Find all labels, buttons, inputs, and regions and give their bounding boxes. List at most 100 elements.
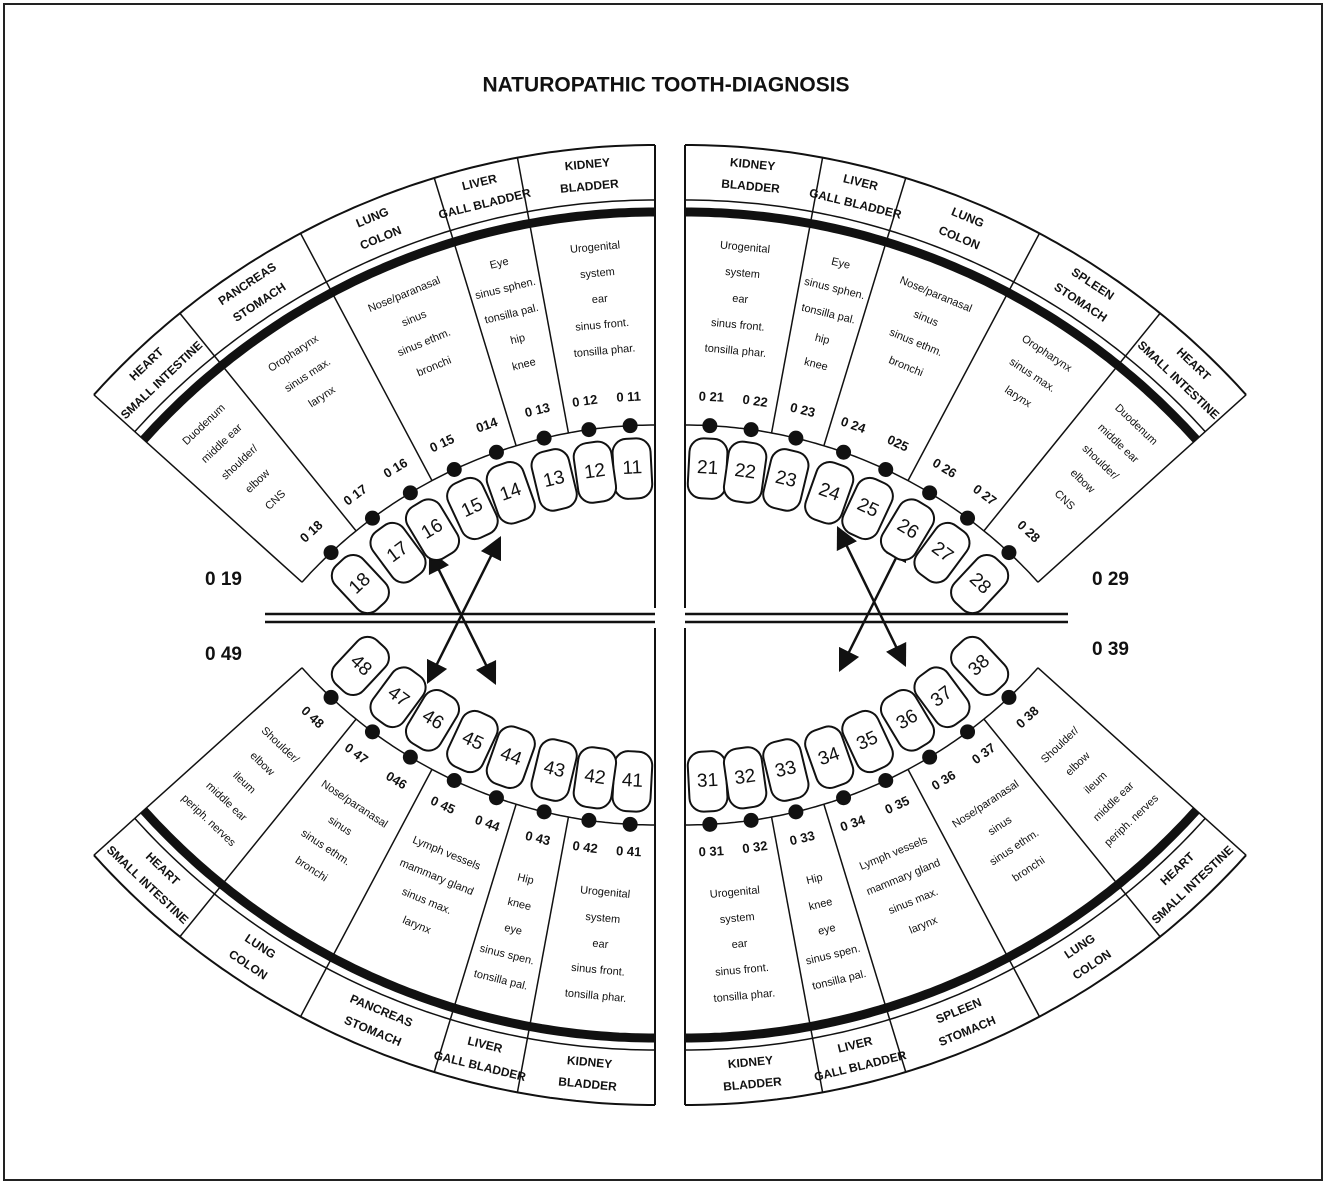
- point-label: 0 41: [616, 843, 642, 859]
- organ-label: LIVER: [842, 171, 880, 193]
- indication: ileum: [230, 770, 257, 797]
- point-dot: [403, 485, 418, 500]
- point-dot: [788, 804, 803, 819]
- indication: eye: [503, 922, 523, 938]
- tooth-number: 12: [583, 460, 607, 484]
- point-dot: [365, 724, 380, 739]
- point-dot: [447, 462, 462, 477]
- tooth-number: 31: [696, 770, 718, 792]
- indication: Urogenital: [709, 884, 760, 901]
- organ-label: LIVER: [461, 171, 499, 193]
- indication: sinus: [912, 308, 941, 329]
- indication: Nose/paranasal: [366, 274, 442, 315]
- indication: sinus spen.: [478, 943, 535, 968]
- organ-label: LIVER: [466, 1034, 504, 1056]
- sector-line: [1038, 668, 1246, 855]
- end-point: 0 49: [205, 644, 242, 665]
- organ-label: LUNG: [949, 204, 986, 230]
- organ-label: KIDNEY: [566, 1053, 612, 1071]
- indication: tonsilla phar.: [713, 987, 776, 1005]
- indication: elbow: [247, 750, 276, 779]
- point-label: 0 26: [930, 455, 959, 481]
- point-dot: [365, 511, 380, 526]
- indication: eye: [817, 922, 837, 938]
- sector-line: [94, 668, 302, 855]
- organ-label: GALL BLADDER: [432, 1048, 527, 1084]
- indication: ear: [732, 293, 749, 306]
- indication: Eye: [489, 256, 510, 272]
- point-label: 046: [383, 768, 409, 792]
- point-dot: [447, 773, 462, 788]
- indication: larynx: [401, 914, 433, 937]
- indication: larynx: [1002, 384, 1034, 410]
- indication: CNS: [263, 488, 288, 513]
- indication: sinus max.: [400, 886, 453, 917]
- point-label: 0 13: [523, 400, 551, 420]
- indication: sinus: [400, 308, 429, 329]
- organ-label: KIDNEY: [727, 1053, 773, 1071]
- point-dot: [324, 690, 339, 705]
- point-label: 0 21: [698, 388, 724, 404]
- indication: Hip: [516, 871, 535, 887]
- indication: sinus spen.: [805, 943, 862, 968]
- indication: Urogenital: [580, 884, 631, 901]
- tooth-number: 22: [733, 460, 757, 484]
- point-dot: [1001, 545, 1016, 560]
- tooth-number: 42: [583, 765, 607, 789]
- point-dot: [537, 431, 552, 446]
- point-label: 0 34: [838, 812, 868, 835]
- divider: [265, 614, 1068, 622]
- point-label: 0 24: [839, 414, 869, 437]
- indication: knee: [511, 356, 537, 373]
- point-label: 0 32: [741, 838, 768, 856]
- point-dot: [702, 418, 717, 433]
- indication: hip: [509, 332, 526, 347]
- indication: larynx: [307, 384, 339, 410]
- organ-label: LIVER: [836, 1034, 874, 1056]
- sector-line: [984, 719, 1160, 937]
- indication: sinus front.: [715, 962, 770, 979]
- indication: ear: [731, 938, 748, 951]
- point-dot: [324, 545, 339, 560]
- point-label: 0 35: [882, 793, 911, 817]
- point-label: 0 22: [742, 392, 769, 410]
- tooth-number: 41: [621, 770, 643, 792]
- indication: Urogenital: [719, 239, 770, 256]
- point-dot: [878, 462, 893, 477]
- indication: knee: [803, 356, 829, 373]
- point-dot: [878, 773, 893, 788]
- indication: sinus front.: [710, 317, 765, 334]
- point-dot: [922, 750, 937, 765]
- point-dot: [403, 750, 418, 765]
- point-dot: [922, 485, 937, 500]
- point-label: 0 17: [341, 481, 370, 508]
- tooth-number: 11: [622, 457, 643, 479]
- diagram: NATUROPATHIC TOOTH-DIAGNOSIS KIDNEYBLADD…: [0, 0, 1326, 1184]
- point-label: 0 15: [427, 431, 456, 455]
- indication: tonsilla phar.: [704, 342, 767, 360]
- point-dot: [744, 422, 759, 437]
- indication: Urogenital: [570, 239, 621, 256]
- point-dot: [702, 817, 717, 832]
- indication: knee: [506, 896, 532, 913]
- indication: sinus sphen.: [474, 276, 537, 302]
- indication: tonsilla pal.: [811, 968, 867, 993]
- point-dot: [489, 445, 504, 460]
- indication: elbow: [1068, 467, 1097, 496]
- point-label: 0 23: [789, 400, 817, 420]
- end-point: 0 19: [205, 569, 242, 590]
- organ-label: KIDNEY: [564, 155, 610, 173]
- organ-label: GALL BLADDER: [437, 186, 532, 222]
- organ-label: BLADDER: [560, 176, 620, 195]
- point-label: 0 44: [473, 812, 503, 835]
- organ-label: BLADDER: [558, 1074, 618, 1093]
- point-dot: [836, 445, 851, 460]
- point-dot: [489, 790, 504, 805]
- organ-label: BLADDER: [723, 1074, 783, 1093]
- point-dot: [581, 813, 596, 828]
- indication: Hip: [805, 871, 824, 887]
- point-label: 0 43: [524, 828, 552, 848]
- end-point: 0 39: [1092, 639, 1129, 660]
- organ-label: BLADDER: [721, 177, 781, 196]
